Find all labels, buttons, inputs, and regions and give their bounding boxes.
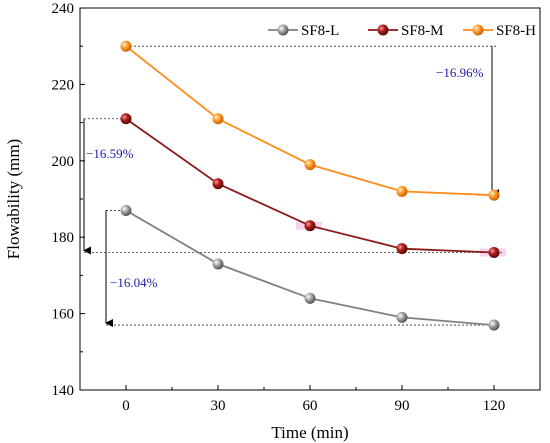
percent-annotation: −16.59% xyxy=(86,146,134,161)
x-tick-labels: 0 30 60 90 120 xyxy=(122,398,505,414)
axis-ticks xyxy=(80,7,495,391)
data-point-sf8-h xyxy=(488,189,500,201)
x-tick-label: 0 xyxy=(122,398,130,414)
y-tick-label: 180 xyxy=(52,230,75,246)
data-point-sf8-h xyxy=(212,113,224,125)
x-tick-label: 120 xyxy=(483,398,506,414)
data-point-sf8-m xyxy=(120,113,132,125)
y-tick-label: 160 xyxy=(52,307,75,323)
data-point-sf8-l xyxy=(304,292,316,304)
y-tick-labels: 140 160 180 200 220 240 xyxy=(52,1,75,399)
y-tick-label: 220 xyxy=(52,77,75,93)
legend-label: SF8-L xyxy=(301,23,339,39)
annotations: −16.96% −16.59% −16.04% xyxy=(86,65,484,290)
data-point-sf8-m xyxy=(304,220,316,232)
data-point-sf8-m xyxy=(396,243,408,255)
legend-marker xyxy=(377,24,389,36)
data-point-sf8-h xyxy=(120,40,132,52)
x-tick-label: 60 xyxy=(303,398,318,414)
x-axis-label: Time (min) xyxy=(271,423,348,442)
data-point-sf8-l xyxy=(212,258,224,270)
legend-marker xyxy=(277,24,289,36)
percent-annotation: −16.96% xyxy=(436,65,484,80)
legend-label: SF8-H xyxy=(496,23,536,39)
percent-annotation: −16.04% xyxy=(110,275,158,290)
data-point-sf8-h xyxy=(396,185,408,197)
reference-guides xyxy=(83,45,502,328)
legend-marker xyxy=(472,24,484,36)
data-point-sf8-h xyxy=(304,159,316,171)
data-point-sf8-l xyxy=(488,319,500,331)
data-point-sf8-m xyxy=(488,246,500,258)
data-point-sf8-l xyxy=(120,204,132,216)
y-tick-label: 200 xyxy=(52,154,75,170)
series-line-sf8-m xyxy=(125,118,495,254)
y-axis-label: Flowability (mm) xyxy=(4,139,23,259)
x-tick-label: 90 xyxy=(395,398,410,414)
y-tick-label: 240 xyxy=(52,1,75,17)
legend-label: SF8-M xyxy=(401,23,444,39)
x-tick-label: 30 xyxy=(211,398,226,414)
series-points xyxy=(120,40,500,331)
data-point-sf8-m xyxy=(212,178,224,190)
y-tick-label: 140 xyxy=(52,383,75,399)
data-point-sf8-l xyxy=(396,311,408,323)
legend: SF8-L SF8-M SF8-H xyxy=(268,23,536,39)
series-lines xyxy=(125,45,495,326)
